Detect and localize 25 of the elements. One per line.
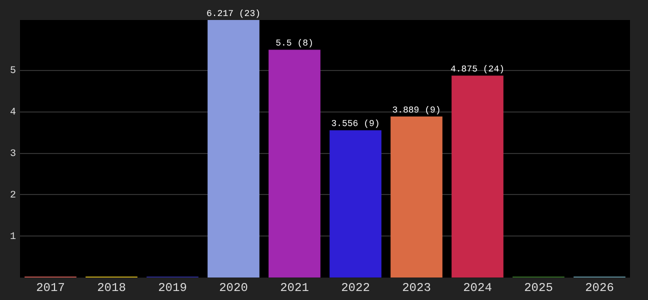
- bar: [330, 130, 382, 278]
- data-label: 6.217 (23): [206, 8, 261, 19]
- x-tick-label: 2025: [524, 280, 553, 295]
- data-label: 4.875 (24): [450, 64, 505, 74]
- y-tick-label: 2: [10, 190, 16, 202]
- x-tick-label: 2026: [585, 280, 614, 295]
- x-tick-label: 2017: [36, 280, 65, 295]
- x-tick-label: 2021: [280, 280, 309, 295]
- y-tick-label: 3: [10, 148, 16, 160]
- data-label: 5.5 (8): [276, 38, 314, 49]
- x-tick-label: 2022: [341, 280, 370, 295]
- y-tick-label: 1: [10, 232, 16, 243]
- bar: [208, 20, 260, 278]
- x-tick-label: 2020: [219, 280, 248, 295]
- y-tick-label: 5: [10, 66, 16, 78]
- x-tick-label: 2018: [97, 280, 126, 295]
- bar: [390, 116, 442, 278]
- y-tick-label: 4: [10, 108, 16, 118]
- data-label: 3.889 (9): [392, 105, 441, 116]
- bar: [452, 76, 504, 278]
- x-tick-label: 2023: [402, 280, 431, 295]
- data-label: 3.556 (9): [331, 119, 380, 130]
- bar: [268, 50, 320, 278]
- x-tick-label: 2024: [463, 280, 492, 295]
- x-tick-label: 2019: [158, 280, 187, 295]
